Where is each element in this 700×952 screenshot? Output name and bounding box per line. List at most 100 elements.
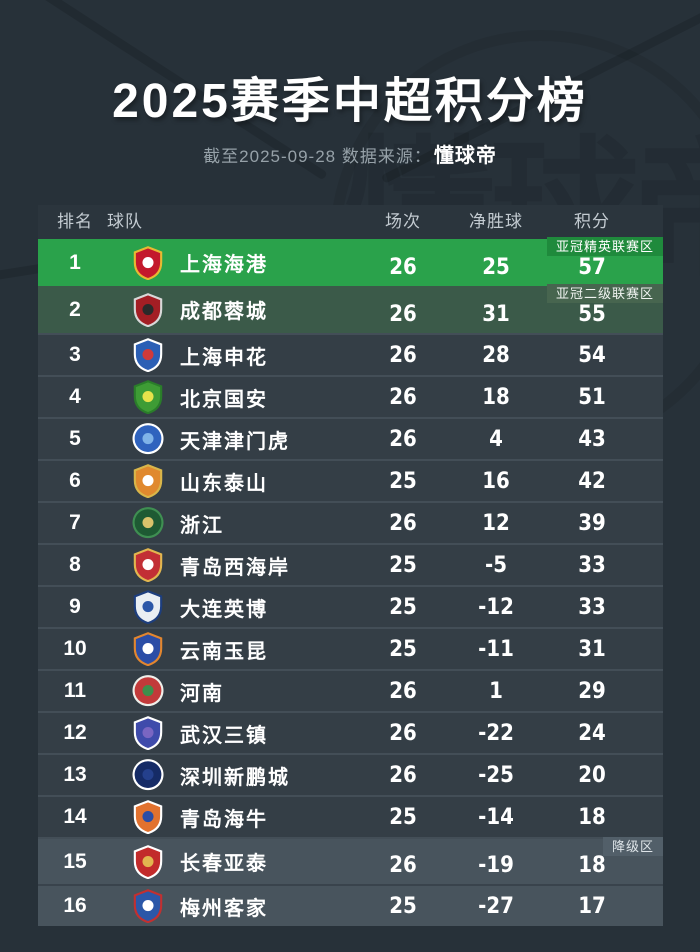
points-cell: 31 xyxy=(578,636,606,662)
team-logo-icon xyxy=(131,758,165,792)
matches-cell: 26 xyxy=(389,384,417,410)
matches-cell: 25 xyxy=(389,468,417,494)
team-logo-icon xyxy=(131,506,165,540)
goal-diff-cell: -14 xyxy=(478,804,514,830)
col-header-points: 积分 xyxy=(574,212,610,231)
team-logo-icon xyxy=(131,844,165,879)
team-logo-icon xyxy=(131,422,165,456)
points-cell: 54 xyxy=(578,342,606,368)
zone-badge: 亚冠精英联赛区 xyxy=(546,237,663,256)
team-name: 成都蓉城 xyxy=(180,301,268,323)
goal-diff-cell: -19 xyxy=(478,853,514,878)
goal-diff-cell: -11 xyxy=(478,636,514,662)
points-cell: 17 xyxy=(578,893,606,919)
goal-diff-cell: 4 xyxy=(489,426,503,452)
matches-cell: 25 xyxy=(389,594,417,620)
matches-cell: 25 xyxy=(389,636,417,662)
matches-cell: 26 xyxy=(389,255,417,280)
rank-cell: 7 xyxy=(69,511,81,534)
data-source-label: 懂球帝 xyxy=(433,145,497,167)
matches-cell: 25 xyxy=(389,552,417,578)
team-name: 上海海港 xyxy=(180,254,268,276)
goal-diff-cell: 18 xyxy=(482,384,510,410)
matches-cell: 25 xyxy=(389,893,417,919)
team-name: 深圳新鹏城 xyxy=(180,766,290,789)
page-title: 2025赛季中超积分榜 xyxy=(112,75,588,128)
team-logo-icon xyxy=(131,716,165,750)
team-name: 北京国安 xyxy=(180,388,268,411)
table-row: 1 上海海港 26 25 57 亚冠精英联赛区 xyxy=(38,237,663,286)
goal-diff-cell: 16 xyxy=(482,468,510,494)
table-row: 16 梅州客家 25 -27 17 xyxy=(38,884,663,926)
points-cell: 24 xyxy=(578,720,606,746)
table-row: 10 云南玉昆 25 -11 31 xyxy=(38,627,663,669)
table-row: 13 深圳新鹏城 26 -25 20 xyxy=(38,753,663,795)
team-name: 长春亚泰 xyxy=(180,853,268,875)
team-name: 大连英博 xyxy=(180,598,268,621)
table-row: 14 青岛海牛 25 -14 18 xyxy=(38,795,663,837)
rank-cell: 12 xyxy=(63,721,87,744)
team-logo-icon xyxy=(131,632,165,666)
rank-cell: 11 xyxy=(63,679,87,702)
matches-cell: 26 xyxy=(389,342,417,368)
rank-cell: 3 xyxy=(69,343,81,366)
col-header-rank: 排名 xyxy=(57,212,93,231)
table-row: 11 河南 26 1 29 xyxy=(38,669,663,711)
points-cell: 39 xyxy=(578,510,606,536)
rank-cell: 2 xyxy=(69,297,81,321)
rank-cell: 14 xyxy=(63,805,87,828)
table-row: 4 北京国安 26 18 51 xyxy=(38,375,663,417)
points-cell: 43 xyxy=(578,426,606,452)
points-cell: 18 xyxy=(578,804,606,830)
team-name: 武汉三镇 xyxy=(180,724,268,747)
matches-cell: 25 xyxy=(389,804,417,830)
points-cell: 20 xyxy=(578,762,606,788)
matches-cell: 26 xyxy=(389,426,417,452)
rank-cell: 8 xyxy=(69,553,81,576)
team-logo-icon xyxy=(131,590,165,624)
team-logo-icon xyxy=(131,338,165,372)
team-name: 上海申花 xyxy=(180,346,268,369)
team-logo-icon xyxy=(131,292,165,327)
table-row: 5 天津津门虎 26 4 43 xyxy=(38,417,663,459)
points-cell: 51 xyxy=(578,384,606,410)
team-name: 青岛西海岸 xyxy=(180,556,290,579)
team-name: 浙江 xyxy=(180,514,224,537)
team-name: 云南玉昆 xyxy=(180,640,268,663)
rank-cell: 15 xyxy=(63,849,87,873)
table-row: 8 青岛西海岸 25 -5 33 xyxy=(38,543,663,585)
table-row: 6 山东泰山 25 16 42 xyxy=(38,459,663,501)
goal-diff-cell: -12 xyxy=(478,594,514,620)
matches-cell: 26 xyxy=(389,853,417,878)
col-header-team: 球队 xyxy=(107,212,143,231)
team-logo-icon xyxy=(131,380,165,414)
rank-cell: 4 xyxy=(69,385,81,408)
points-cell: 33 xyxy=(578,552,606,578)
standings-table: 排名 球队 场次 净胜球 积分 1 上海海港 26 25 57 亚冠精英联赛区 … xyxy=(38,205,663,926)
points-cell: 55 xyxy=(578,302,606,327)
rank-cell: 6 xyxy=(69,469,81,492)
team-logo-icon xyxy=(131,245,165,280)
team-logo-icon xyxy=(131,674,165,708)
team-name: 山东泰山 xyxy=(180,472,268,495)
team-name: 青岛海牛 xyxy=(180,808,268,831)
goal-diff-cell: -22 xyxy=(478,720,514,746)
matches-cell: 26 xyxy=(389,762,417,788)
goal-diff-cell: 1 xyxy=(489,678,503,704)
team-name: 河南 xyxy=(180,682,224,705)
matches-cell: 26 xyxy=(389,302,417,327)
goal-diff-cell: 31 xyxy=(482,302,510,327)
table-row: 9 大连英博 25 -12 33 xyxy=(38,585,663,627)
table-row: 7 浙江 26 12 39 xyxy=(38,501,663,543)
matches-cell: 26 xyxy=(389,678,417,704)
rank-cell: 9 xyxy=(69,595,81,618)
team-logo-icon xyxy=(131,889,165,923)
points-cell: 18 xyxy=(578,853,606,878)
as-of-date-label: 截至2025-09-28 数据来源： xyxy=(203,147,432,166)
points-cell: 29 xyxy=(578,678,606,704)
points-cell: 57 xyxy=(578,255,606,280)
team-logo-icon xyxy=(131,800,165,834)
points-cell: 33 xyxy=(578,594,606,620)
zone-badge: 降级区 xyxy=(602,837,663,856)
